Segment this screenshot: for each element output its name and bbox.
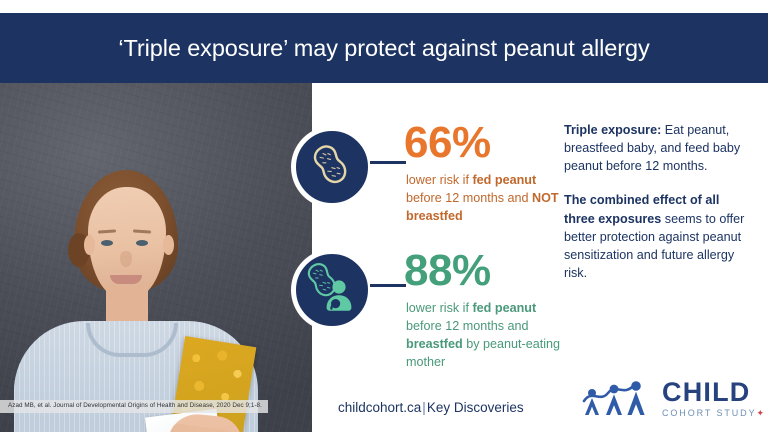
stat-connector-line [370,161,406,164]
peanut-icon [291,126,373,208]
header-band: ‘Triple exposure’ may protect against pe… [0,13,768,83]
photo-mouth [110,275,142,284]
stat-desc-part: by peanut-eating mother [406,337,561,370]
stat-desc-part-bold: breastfed [406,337,463,352]
panel-paragraph-1: Triple exposure: Eat peanut, breastfeed … [564,121,749,175]
stat-desc-part: before 12 months and [406,191,533,206]
stat-desc-part: lower risk if [406,301,473,315]
child-cohort-study-logo: CHILD COHORT STUDY✦ [580,377,764,423]
stat-desc-part-bold: fed peanut [472,173,537,187]
footer-site-label: childcohort.ca [338,400,422,415]
stat-connector-line [370,284,406,287]
maple-leaf-icon: ✦ [756,408,765,418]
stat-desc-part: before 12 months and [406,319,529,334]
footer-url[interactable]: childcohort.ca|Key Discoveries [338,400,524,415]
logo-name: CHILD [662,377,751,407]
page-title: ‘Triple exposure’ may protect against pe… [118,34,650,61]
footer-section-label: Key Discoveries [426,400,524,415]
panel-spacer [564,175,749,191]
photo-ear-right [163,235,174,255]
citation-text: Azad MB, et al. Journal of Developmental… [0,400,268,414]
stat-description-66: lower risk if fed peanut before 12 month… [406,171,566,225]
stat-desc-part-bold: NOT breastfed [406,191,559,224]
photo-nose [120,251,132,267]
people-wave-icon [582,381,645,415]
photo-eye-right [136,240,148,246]
stat-desc-part: lower risk if [406,173,473,187]
panel-lead-2: The combined effect of all three exposur… [564,193,720,226]
photo-eye-left [101,240,113,246]
explanation-panel: Triple exposure: Eat peanut, breastfeed … [564,121,749,282]
logo-subtitle: COHORT STUDY [662,408,757,418]
panel-body-2: seems to offer better protection against… [564,211,745,280]
stat-desc-part-bold: fed peanut [472,301,537,315]
panel-lead-1: Triple exposure: [564,123,662,137]
hero-photo [0,83,312,432]
stat-description-88: lower risk if fed peanut before 12 month… [406,299,566,372]
peanut-and-breastfeeding-mother-icon [291,249,373,331]
photo-ear-left [84,235,95,255]
logo-text-block: CHILD COHORT STUDY✦ [662,379,764,419]
panel-paragraph-2: The combined effect of all three exposur… [564,191,749,282]
stat-percent-66: 66% [404,118,491,167]
stat-percent-88: 88% [404,246,491,295]
logo-subtitle-row: COHORT STUDY✦ [662,408,764,419]
footer-separator: | [422,400,426,415]
panel-body-1: Eat peanut, breastfeed baby, and feed ba… [564,123,741,174]
